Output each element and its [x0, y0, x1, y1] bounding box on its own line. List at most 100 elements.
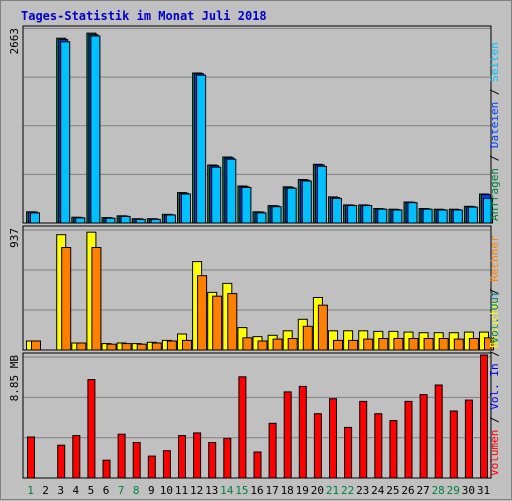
panel-requests-legend: Anfragen / Dateien / Seiten — [488, 42, 501, 221]
bar-seiten-day-21 — [332, 197, 342, 224]
bar-rechner-day-26 — [408, 338, 419, 351]
x-tick-label-day-15: 15 — [235, 484, 248, 497]
bar-seiten-day-27 — [422, 208, 433, 224]
bar-volumen-day-4 — [72, 435, 81, 479]
bar-volumen-day-14 — [223, 437, 232, 479]
x-tick-label-day-27: 27 — [416, 484, 429, 497]
bar-volumen-day-13 — [208, 442, 217, 479]
bar-seiten-day-22 — [347, 205, 358, 224]
legend-entry: / — [488, 148, 501, 168]
bar-seiten-day-11 — [181, 193, 191, 224]
x-tick-label-day-8: 8 — [133, 484, 140, 497]
bar-rechner-day-8 — [136, 343, 147, 351]
bar-volumen-day-1 — [27, 436, 35, 479]
bar-seiten-day-6 — [105, 217, 116, 224]
bar-seiten-day-25 — [392, 209, 403, 224]
bar-volumen-day-22 — [344, 426, 353, 479]
bar-seiten-day-24 — [377, 208, 388, 224]
bar-volumen-day-31 — [480, 354, 488, 479]
bar-rechner-day-13 — [212, 295, 223, 351]
bar-volumen-day-11 — [178, 435, 186, 479]
bar-volumen-day-18 — [283, 391, 292, 479]
bar-seiten-day-9 — [150, 218, 161, 224]
x-tick-label-day-9: 9 — [148, 484, 155, 497]
panel-requests-ymax-label: 2663 — [8, 28, 21, 55]
panel-volume-border — [22, 352, 492, 479]
bar-seiten-day-10 — [165, 214, 176, 224]
bar-seiten-day-23 — [362, 205, 373, 224]
bar-volumen-day-3 — [57, 444, 66, 479]
x-tick-label-day-5: 5 — [88, 484, 95, 497]
x-tick-label-day-18: 18 — [281, 484, 294, 497]
panel-requests-background — [23, 26, 491, 223]
bar-volumen-day-25 — [389, 420, 398, 479]
x-tick-label-day-12: 12 — [190, 484, 203, 497]
bar-rechner-day-6 — [106, 343, 117, 351]
panel-visits-legend: Besuche / Rechner — [488, 235, 501, 348]
bar-seiten-day-30 — [467, 206, 478, 224]
bar-seiten-day-4 — [75, 217, 86, 224]
chart-title: Tages-Statistik im Monat Juli 2018 — [21, 9, 267, 23]
x-tick-label-day-25: 25 — [386, 484, 399, 497]
x-tick-label-day-20: 20 — [311, 484, 324, 497]
x-tick-label-day-14: 14 — [220, 484, 234, 497]
bar-volumen-day-10 — [162, 450, 171, 479]
bar-seiten-day-19 — [301, 180, 312, 224]
bar-volumen-day-28 — [434, 384, 443, 479]
bar-volumen-day-29 — [449, 410, 458, 479]
x-tick-label-day-10: 10 — [160, 484, 173, 497]
x-tick-label-day-23: 23 — [356, 484, 369, 497]
legend-entry: / — [488, 82, 501, 102]
x-tick-label-day-2: 2 — [42, 484, 49, 497]
bar-volumen-day-21 — [329, 398, 337, 479]
panel-visits-border — [22, 225, 492, 351]
x-tick-label-day-6: 6 — [103, 484, 110, 497]
x-tick-label-day-29: 29 — [447, 484, 460, 497]
bar-rechner-day-12 — [197, 275, 208, 351]
bar-volumen-day-20 — [313, 413, 322, 479]
legend-entry: / — [488, 410, 501, 430]
x-tick-label-day-22: 22 — [341, 484, 354, 497]
bar-seiten-day-7 — [120, 216, 131, 224]
bar-volumen-day-7 — [117, 433, 126, 479]
bar-rechner-day-4 — [76, 342, 87, 351]
bar-seiten-day-26 — [407, 202, 418, 224]
bar-rechner-day-27 — [423, 338, 434, 351]
bar-volumen-day-9 — [147, 455, 156, 479]
bar-seiten-day-3 — [60, 41, 71, 224]
legend-entry: Besuche — [488, 302, 501, 348]
legend-entry: Volumen — [488, 430, 501, 476]
x-tick-label-day-21: 21 — [326, 484, 339, 497]
bar-seiten-day-5 — [90, 35, 101, 224]
bar-volumen-day-16 — [253, 451, 262, 479]
x-tick-label-day-19: 19 — [296, 484, 309, 497]
bar-rechner-day-20 — [317, 304, 328, 351]
panel-volume-legend: Volumen / Vol. In / Vol. Out — [488, 291, 501, 476]
x-tick-label-day-11: 11 — [175, 484, 188, 497]
bar-rechner-day-30 — [468, 338, 479, 351]
bar-rechner-day-25 — [393, 338, 404, 351]
panel-visits-ymax-label: 937 — [8, 228, 21, 248]
bar-seiten-day-14 — [226, 158, 237, 224]
x-tick-label-day-28: 28 — [432, 484, 445, 497]
bar-rechner-day-14 — [227, 293, 238, 351]
x-tick-label-day-31: 31 — [477, 484, 490, 497]
x-tick-label-day-13: 13 — [205, 484, 218, 497]
x-tick-label-day-7: 7 — [118, 484, 125, 497]
bar-volumen-day-5 — [87, 379, 96, 479]
bar-volumen-day-8 — [132, 442, 141, 479]
bar-volumen-day-17 — [268, 422, 277, 479]
bar-rechner-day-10 — [166, 340, 177, 351]
bar-rechner-day-29 — [453, 338, 464, 351]
bar-rechner-day-28 — [438, 338, 449, 351]
bar-seiten-day-15 — [241, 187, 252, 224]
bar-volumen-day-23 — [359, 400, 368, 479]
bar-seiten-day-29 — [452, 209, 463, 224]
panel-volume-ymax-label: 8.85 MB — [8, 355, 21, 402]
legend-entry: / — [488, 344, 501, 364]
bar-rechner-day-9 — [151, 342, 162, 351]
x-tick-label-day-24: 24 — [371, 484, 385, 497]
bar-volumen-day-15 — [238, 376, 247, 479]
x-tick-label-day-1: 1 — [27, 484, 34, 497]
